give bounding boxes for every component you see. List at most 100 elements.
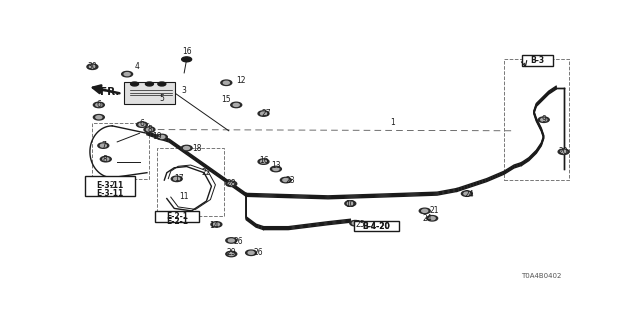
- Text: E-3-11: E-3-11: [97, 181, 124, 190]
- Circle shape: [226, 251, 237, 257]
- Text: 12: 12: [236, 76, 246, 85]
- Text: 16: 16: [182, 47, 191, 56]
- Text: 3: 3: [182, 86, 187, 95]
- Circle shape: [221, 80, 232, 85]
- Text: 13: 13: [271, 161, 281, 170]
- Text: 29: 29: [227, 248, 236, 257]
- Circle shape: [159, 135, 165, 139]
- Circle shape: [419, 208, 430, 213]
- Circle shape: [93, 115, 104, 120]
- Circle shape: [213, 223, 220, 226]
- Text: 4: 4: [134, 62, 140, 71]
- Text: E-2-1: E-2-1: [166, 212, 188, 221]
- Text: 17: 17: [174, 174, 184, 183]
- Circle shape: [348, 202, 353, 205]
- Circle shape: [271, 166, 282, 172]
- Circle shape: [211, 222, 222, 227]
- Circle shape: [231, 102, 242, 108]
- Text: 30: 30: [88, 62, 97, 71]
- Circle shape: [158, 82, 166, 86]
- Circle shape: [345, 201, 356, 206]
- Circle shape: [136, 122, 147, 127]
- Text: 8: 8: [102, 155, 107, 164]
- Bar: [157, 148, 224, 216]
- Circle shape: [228, 182, 234, 185]
- Circle shape: [461, 191, 472, 196]
- Bar: [92, 124, 150, 179]
- Text: T0A4B0402: T0A4B0402: [521, 273, 561, 279]
- Circle shape: [139, 123, 145, 126]
- Circle shape: [122, 71, 132, 77]
- Circle shape: [87, 64, 98, 69]
- Text: 20: 20: [559, 147, 568, 156]
- FancyBboxPatch shape: [85, 176, 135, 196]
- Circle shape: [226, 181, 237, 187]
- Circle shape: [184, 147, 189, 149]
- Text: 21: 21: [430, 206, 440, 215]
- Text: 14: 14: [209, 221, 219, 230]
- Circle shape: [228, 239, 234, 242]
- Circle shape: [98, 143, 109, 148]
- Text: 10: 10: [346, 200, 355, 209]
- Bar: [504, 59, 568, 180]
- FancyBboxPatch shape: [124, 82, 175, 104]
- Text: 27: 27: [261, 109, 271, 118]
- Text: 26: 26: [253, 248, 264, 257]
- Circle shape: [223, 81, 229, 84]
- Circle shape: [350, 220, 361, 226]
- Circle shape: [96, 103, 102, 107]
- Text: E-2-1: E-2-1: [166, 218, 188, 227]
- Circle shape: [558, 149, 569, 155]
- Text: B-4-20: B-4-20: [362, 222, 390, 231]
- Text: 11: 11: [179, 192, 189, 201]
- Text: 7: 7: [101, 141, 106, 150]
- Circle shape: [93, 102, 104, 108]
- Text: 6: 6: [140, 119, 145, 128]
- Text: 23: 23: [286, 176, 296, 185]
- Text: 1: 1: [390, 118, 395, 127]
- Circle shape: [144, 127, 155, 132]
- Text: 26: 26: [234, 237, 244, 246]
- Text: 2: 2: [110, 180, 115, 189]
- FancyBboxPatch shape: [522, 55, 553, 66]
- Circle shape: [273, 167, 279, 171]
- Circle shape: [100, 144, 106, 147]
- FancyBboxPatch shape: [156, 212, 199, 222]
- Text: 15: 15: [221, 95, 231, 105]
- Text: 19: 19: [152, 132, 162, 141]
- Text: B-3: B-3: [531, 56, 545, 65]
- Circle shape: [103, 158, 109, 161]
- Circle shape: [228, 252, 234, 255]
- Circle shape: [90, 65, 95, 68]
- Text: 6: 6: [97, 100, 101, 109]
- Circle shape: [427, 216, 438, 221]
- Circle shape: [124, 73, 130, 76]
- Text: 5: 5: [159, 94, 164, 103]
- Circle shape: [246, 250, 257, 255]
- Circle shape: [226, 238, 237, 243]
- Circle shape: [538, 117, 549, 123]
- Text: FR.: FR.: [100, 87, 120, 97]
- Text: B-4-20: B-4-20: [362, 222, 390, 231]
- Circle shape: [131, 82, 138, 86]
- Circle shape: [260, 112, 266, 115]
- Circle shape: [156, 134, 167, 140]
- Circle shape: [422, 209, 428, 212]
- FancyBboxPatch shape: [354, 221, 399, 231]
- Text: 28: 28: [227, 179, 236, 188]
- Circle shape: [182, 57, 191, 62]
- Text: 24: 24: [422, 214, 432, 223]
- Text: 8: 8: [147, 125, 152, 134]
- Text: 16: 16: [259, 156, 268, 165]
- Circle shape: [172, 176, 182, 181]
- Text: 9: 9: [541, 115, 546, 124]
- Text: E-3-11: E-3-11: [96, 189, 124, 198]
- Circle shape: [145, 82, 154, 86]
- Circle shape: [96, 116, 102, 119]
- Circle shape: [541, 118, 547, 121]
- Circle shape: [283, 179, 289, 181]
- Circle shape: [561, 150, 566, 153]
- Circle shape: [280, 177, 291, 183]
- Circle shape: [248, 251, 254, 254]
- Circle shape: [352, 222, 358, 225]
